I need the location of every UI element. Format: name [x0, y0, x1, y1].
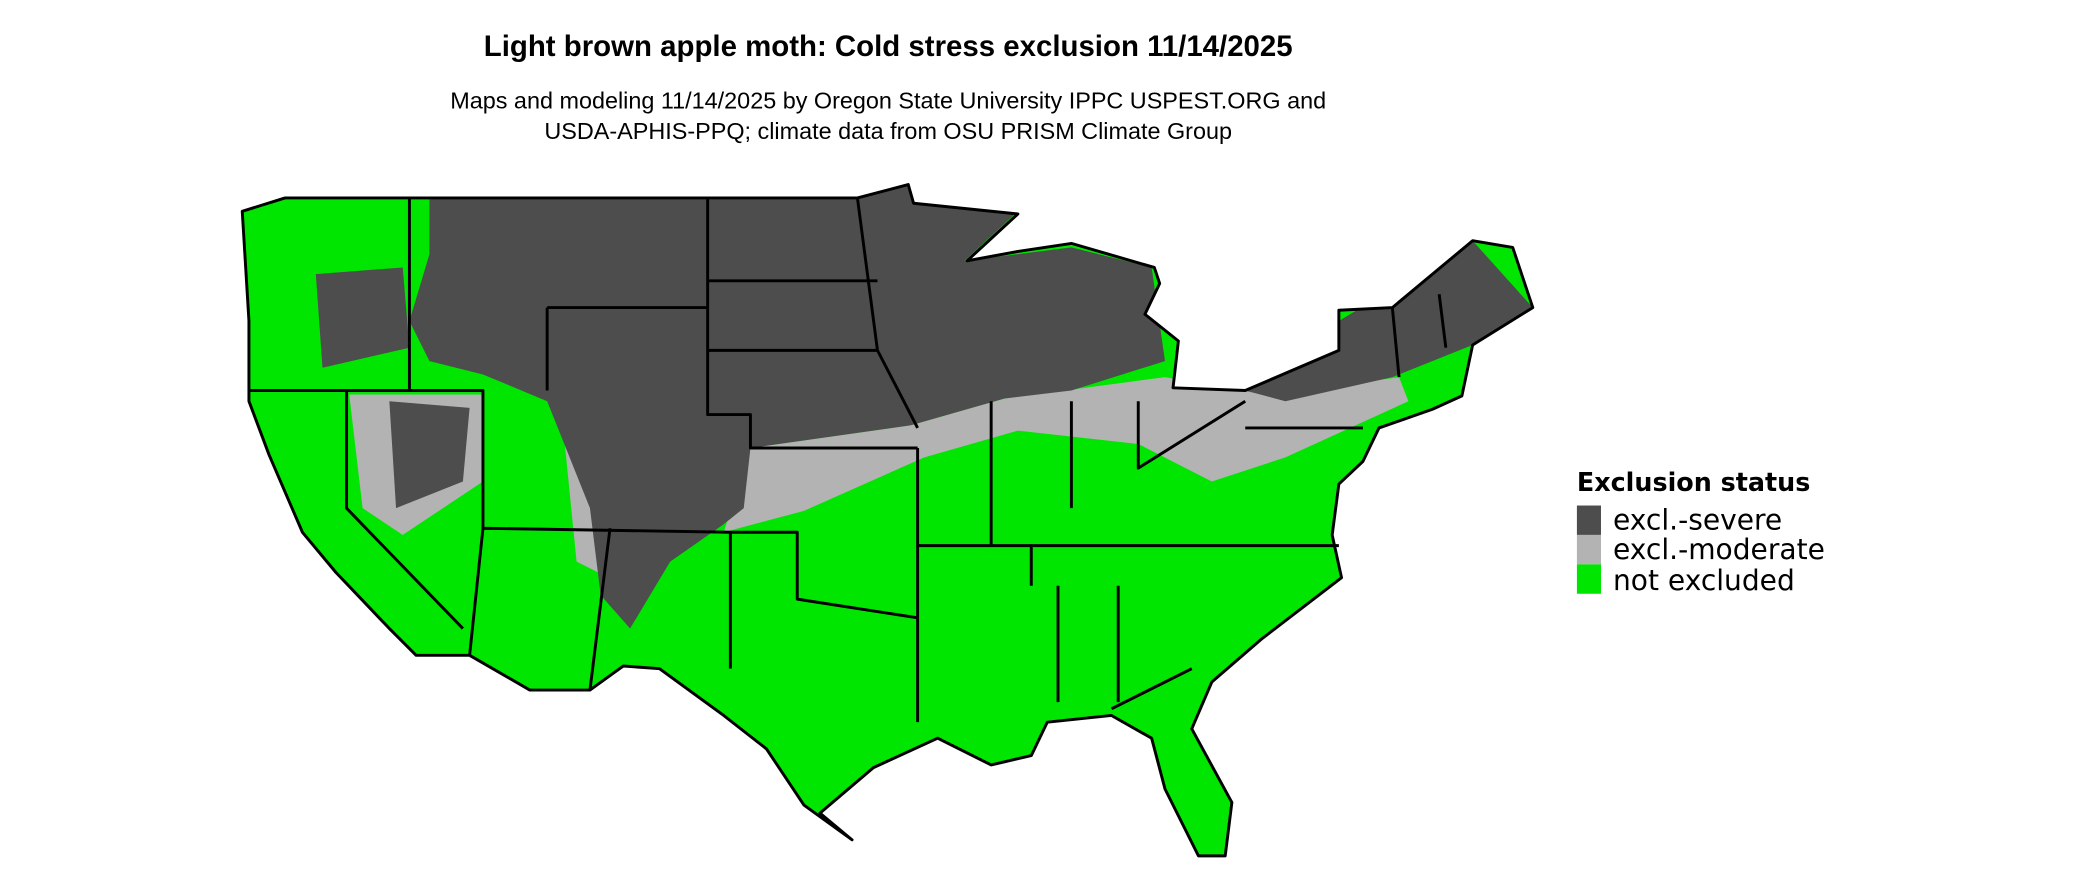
- legend-swatch-not-excluded: [1576, 564, 1601, 594]
- legend-item-not-excluded: not excluded: [1576, 564, 1795, 597]
- legend-item-severe: excl.-severe: [1576, 504, 1782, 537]
- legend: Exclusion status excl.-severe excl.-mode…: [1576, 467, 1825, 597]
- legend-label-not-excluded: not excluded: [1613, 564, 1795, 597]
- legend-label-severe: excl.-severe: [1613, 504, 1782, 537]
- legend-item-moderate: excl.-moderate: [1576, 533, 1825, 566]
- map-title: Light brown apple moth: Cold stress excl…: [484, 30, 1293, 63]
- map-subtitle-line2: USDA-APHIS-PPQ; climate data from OSU PR…: [544, 118, 1232, 144]
- map-subtitle-line1: Maps and modeling 11/14/2025 by Oregon S…: [450, 87, 1326, 113]
- legend-swatch-moderate: [1576, 534, 1601, 565]
- state-borders: [240, 183, 1535, 858]
- severe-exclusion-area: [315, 184, 1533, 629]
- legend-title: Exclusion status: [1577, 467, 1810, 497]
- legend-swatch-severe: [1576, 505, 1601, 535]
- legend-label-moderate: excl.-moderate: [1613, 533, 1825, 566]
